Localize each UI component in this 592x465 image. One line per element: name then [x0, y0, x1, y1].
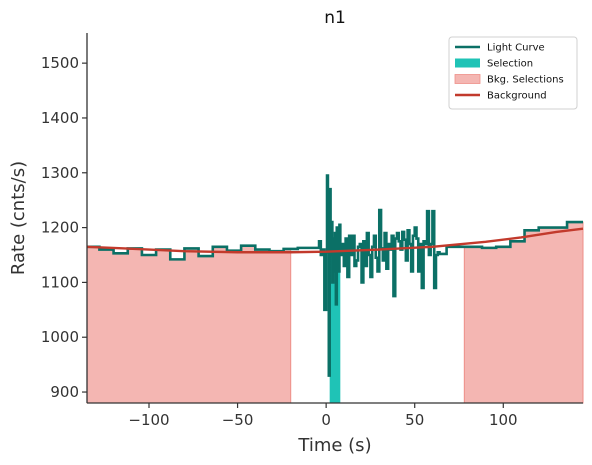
legend-label: Background: [487, 91, 547, 102]
x-tick-label: 50: [405, 411, 424, 429]
y-tick-label: 1500: [41, 54, 79, 72]
y-tick-label: 1300: [41, 164, 79, 182]
axes: [86, 33, 583, 404]
legend: Light Curve Selection Bkg. Selections Backg…: [448, 36, 578, 110]
y-tick-label: 1200: [41, 219, 79, 237]
series-lines: [86, 174, 584, 377]
x-tick-label: 100: [489, 411, 518, 429]
x-tick-label: −50: [222, 411, 254, 429]
ticks: −100 −50 0 50 100 900 1000 1100 1200 1300 1400 1500: [41, 54, 518, 429]
y-tick-label: 1000: [41, 328, 79, 346]
x-tick-label: 0: [321, 411, 331, 429]
legend-label: Bkg. Selections: [487, 75, 564, 86]
y-axis-label: Rate (cnts/s): [8, 161, 29, 275]
light-curve-line: [87, 174, 583, 377]
legend-label: Selection: [487, 59, 533, 70]
legend-box: [448, 36, 578, 110]
bkg-selection-region: [86, 245, 292, 404]
y-tick-label: 1100: [41, 273, 79, 291]
x-tick-label: −100: [128, 411, 169, 429]
y-tick-label: 900: [50, 383, 79, 401]
x-axis-label: Time (s): [297, 435, 371, 456]
bkg-selection-region: [463, 221, 584, 404]
legend-patch-swatch: [454, 74, 481, 84]
y-tick-label: 1400: [41, 109, 79, 127]
legend-label: Light Curve: [487, 43, 545, 54]
background-fit-line: [86, 227, 584, 254]
chart-title: n1: [324, 8, 346, 28]
legend-patch-swatch: [455, 58, 480, 68]
